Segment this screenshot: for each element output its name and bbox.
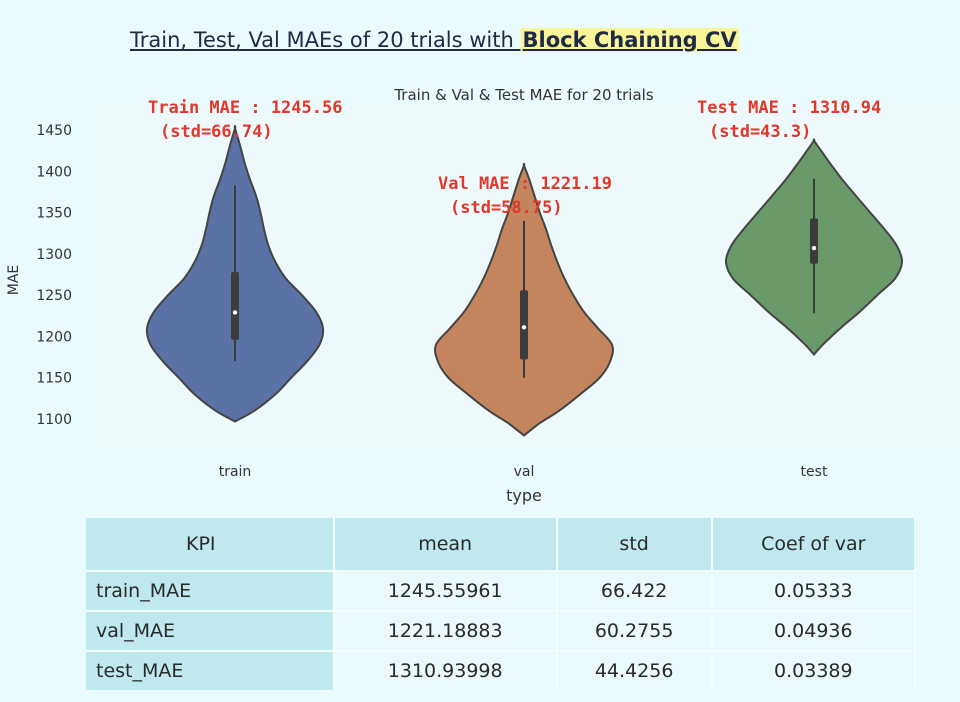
- cell-std: 66.422: [557, 570, 713, 610]
- y-tick-label: 1200: [36, 329, 72, 345]
- median-dot-train: [232, 310, 238, 315]
- kpi-header-mean: mean: [334, 518, 558, 570]
- page-heading: Train, Test, Val MAEs of 20 trials with …: [130, 28, 739, 52]
- iqr-box-val: [520, 290, 528, 360]
- iqr-box-test: [810, 218, 818, 264]
- annotation-mae: Test MAE : 1310.94: [697, 98, 881, 118]
- y-tick-label: 1300: [36, 247, 72, 263]
- annotation-std: (std=58.75): [450, 198, 563, 218]
- cell-mean: 1310.93998: [334, 650, 558, 690]
- y-tick-label: 1400: [36, 164, 72, 180]
- median-dot-val: [521, 325, 527, 330]
- kpi-header-std: std: [557, 518, 713, 570]
- cell-std: 60.2755: [557, 610, 713, 650]
- y-tick-label: 1350: [36, 206, 72, 222]
- violin-chart: Train & Val & Test MAE for 20 trials typ…: [6, 86, 904, 505]
- cell-coef: 0.03389: [712, 650, 916, 690]
- iqr-box-train: [231, 272, 239, 340]
- annotation-mae: Train MAE : 1245.56: [148, 98, 342, 118]
- y-tick-label: 1450: [36, 123, 72, 139]
- median-dot-test: [811, 245, 817, 251]
- annotation-mae: Val MAE : 1221.19: [438, 174, 612, 194]
- kpi-header-row: KPI mean std Coef of var: [86, 518, 916, 570]
- table-row: train_MAE 1245.55961 66.422 0.05333: [86, 570, 916, 610]
- y-axis-label: MAE: [6, 265, 22, 296]
- x-axis-label: type: [506, 486, 542, 505]
- table-row: val_MAE 1221.18883 60.2755 0.04936: [86, 610, 916, 650]
- heading-highlight: Block Chaining CV: [520, 28, 739, 52]
- annotation-std: (std=43.3): [709, 122, 811, 142]
- x-tick-label: train: [219, 464, 252, 480]
- cell-mean: 1245.55961: [334, 570, 558, 610]
- row-label: test_MAE: [86, 650, 335, 690]
- cell-std: 44.4256: [557, 650, 713, 690]
- kpi-header-kpi: KPI: [86, 518, 335, 570]
- x-tick-label: test: [801, 464, 828, 480]
- annotation-std: (std=66.74): [160, 122, 273, 142]
- kpi-header-coef: Coef of var: [712, 518, 916, 570]
- kpi-table: KPI mean std Coef of var train_MAE 1245.…: [86, 518, 916, 690]
- y-tick-label: 1100: [36, 412, 72, 428]
- cell-mean: 1221.18883: [334, 610, 558, 650]
- x-tick-label: val: [514, 464, 535, 480]
- row-label: val_MAE: [86, 610, 335, 650]
- y-tick-label: 1250: [36, 288, 72, 304]
- chart-title: Train & Val & Test MAE for 20 trials: [393, 86, 653, 104]
- table-row: test_MAE 1310.93998 44.4256 0.03389: [86, 650, 916, 690]
- y-tick-label: 1150: [36, 371, 72, 387]
- cell-coef: 0.05333: [712, 570, 916, 610]
- row-label: train_MAE: [86, 570, 335, 610]
- heading-text: Train, Test, Val MAEs of 20 trials with: [130, 28, 521, 52]
- cell-coef: 0.04936: [712, 610, 916, 650]
